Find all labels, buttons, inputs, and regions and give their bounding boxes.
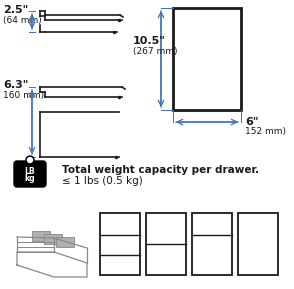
Bar: [173, 8, 241, 110]
Bar: [32, 231, 50, 241]
FancyBboxPatch shape: [14, 161, 46, 187]
Bar: [238, 213, 278, 275]
Circle shape: [28, 158, 33, 162]
Text: 152 mm): 152 mm): [245, 127, 286, 136]
Bar: [146, 213, 186, 275]
Text: 10.5": 10.5": [133, 36, 166, 46]
Text: 160 mm): 160 mm): [3, 91, 44, 100]
Circle shape: [26, 156, 34, 164]
Text: (267 mm): (267 mm): [133, 47, 178, 56]
Text: 2.5": 2.5": [3, 5, 28, 15]
Bar: [100, 213, 140, 275]
Text: (64 mm): (64 mm): [3, 16, 42, 25]
Bar: [192, 213, 232, 275]
Text: kg: kg: [25, 174, 35, 183]
Bar: [44, 234, 62, 244]
Bar: [56, 237, 74, 247]
Text: 6": 6": [245, 117, 258, 127]
Text: LB: LB: [25, 166, 35, 175]
Text: Total weight capacity per drawer.: Total weight capacity per drawer.: [62, 165, 259, 175]
Text: 6.3": 6.3": [3, 80, 29, 90]
Text: ≤ 1 lbs (0.5 kg): ≤ 1 lbs (0.5 kg): [62, 176, 143, 186]
